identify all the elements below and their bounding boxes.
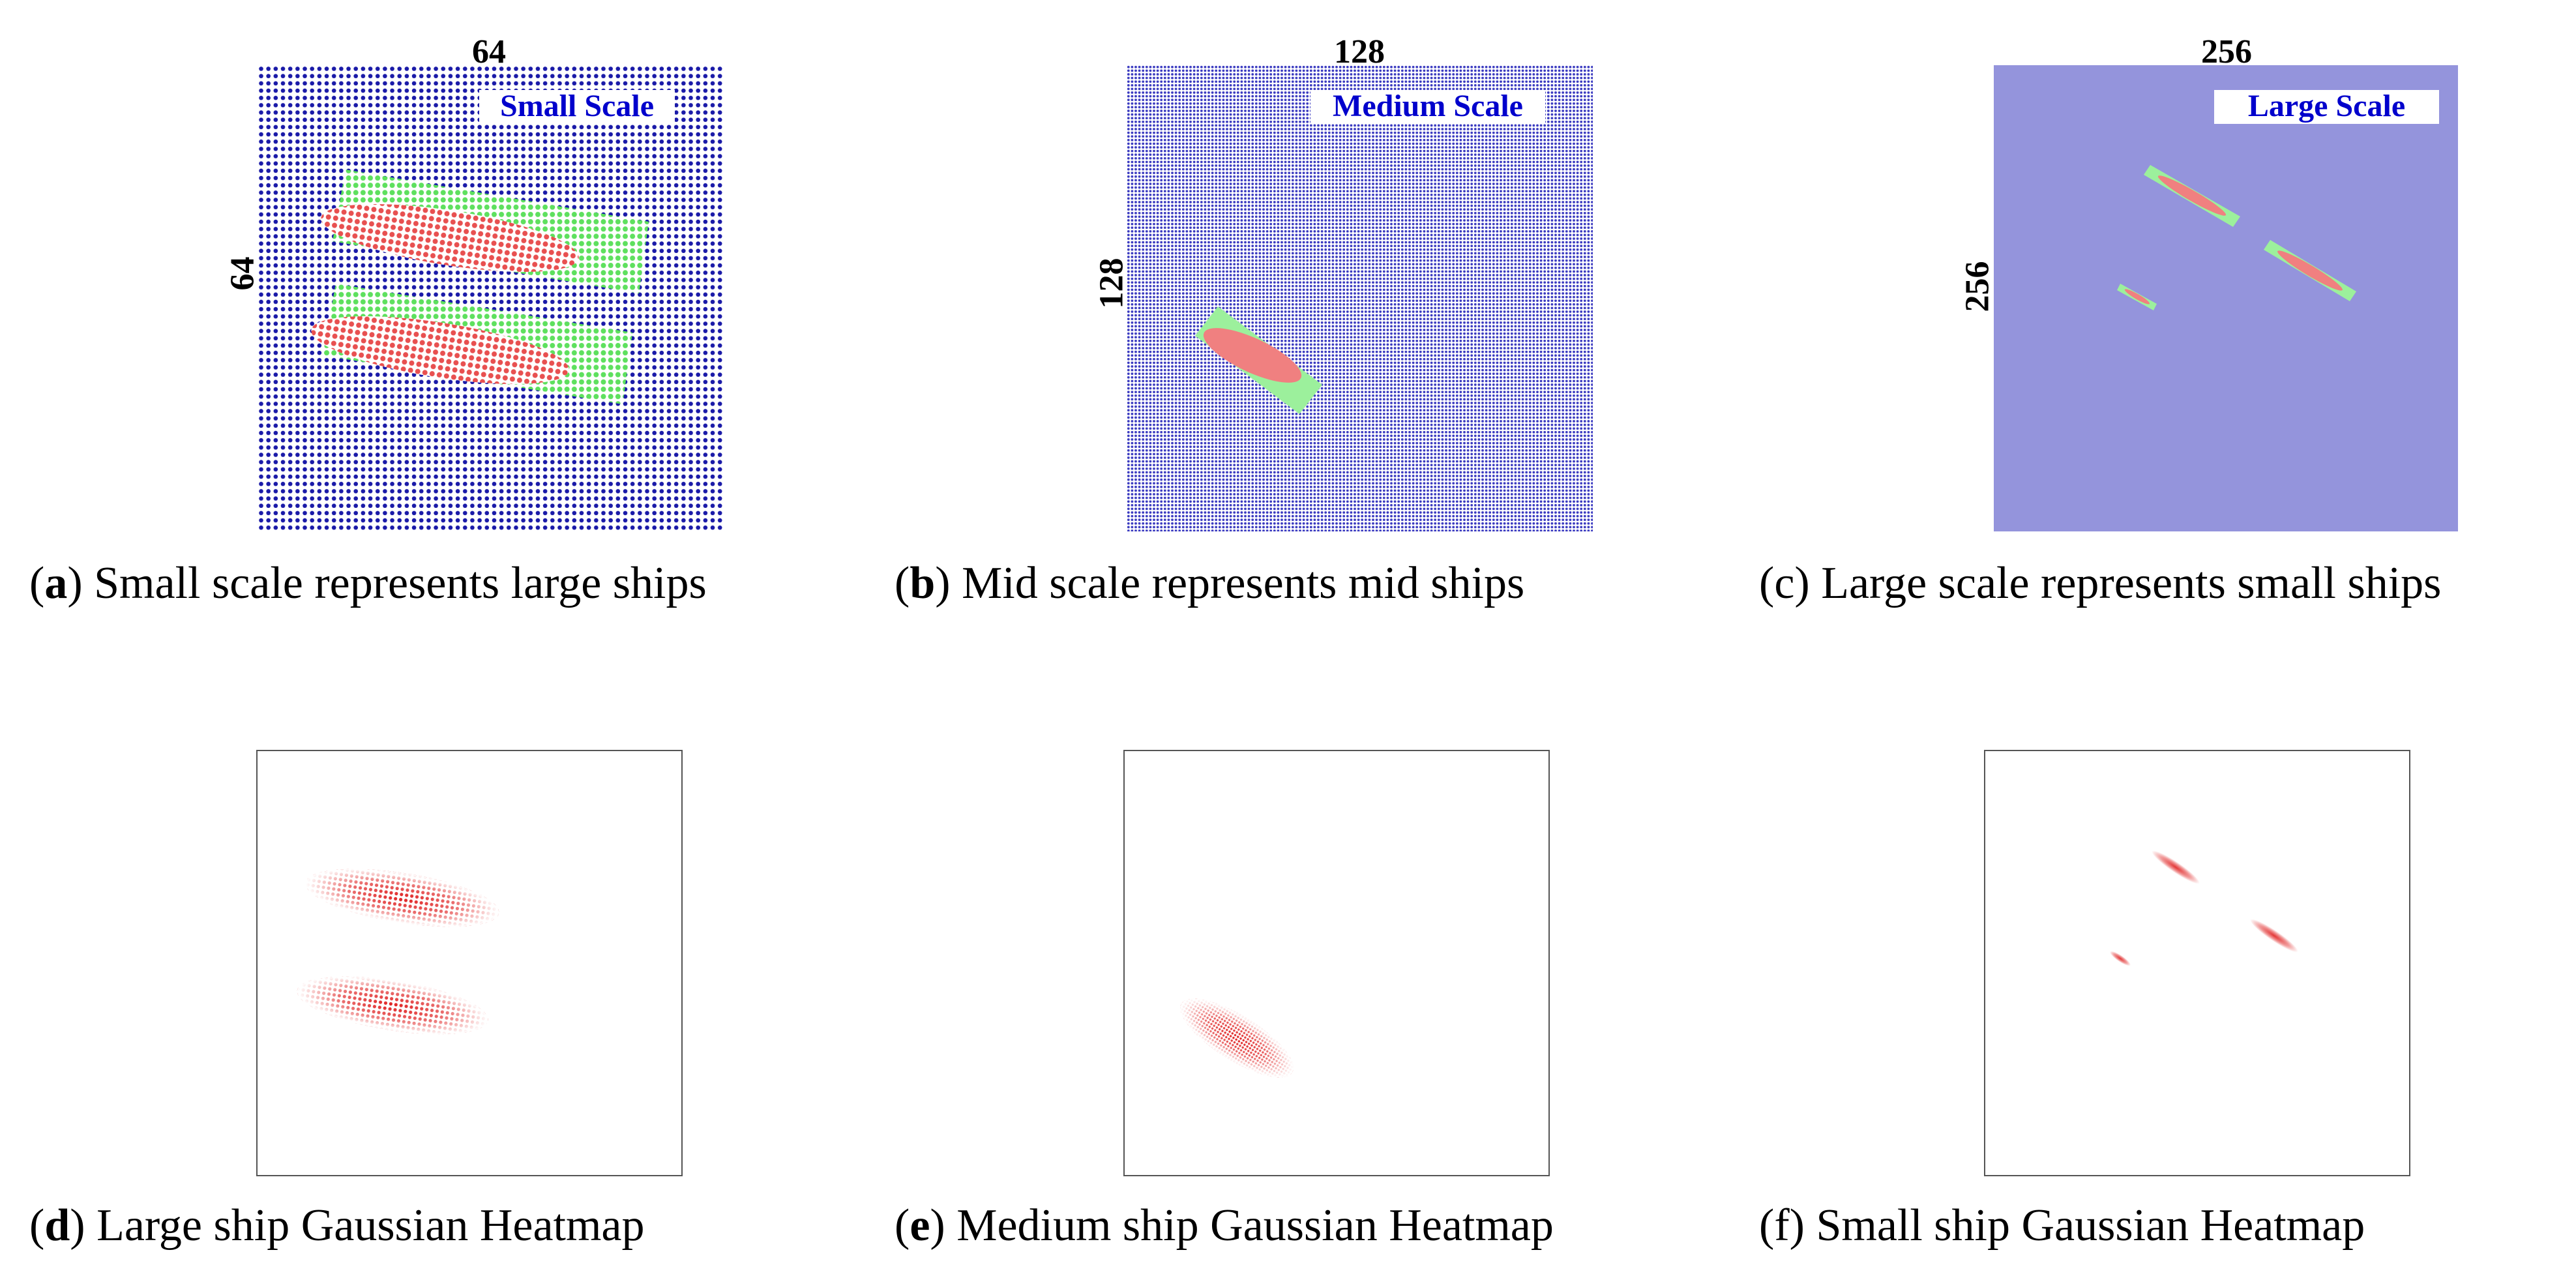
- caption-letter: c: [1774, 558, 1795, 608]
- heat-blob: [2250, 919, 2298, 953]
- caption-letter: f: [1774, 1200, 1790, 1251]
- figure-caption: (c) Large scale represents small ships: [1759, 558, 2442, 608]
- ship-box: [2264, 240, 2356, 301]
- dim-top-label: 128: [1334, 33, 1385, 70]
- ship-box: [321, 170, 649, 293]
- heatmap-image: [1123, 750, 1550, 1176]
- scale-label: Small Scale: [479, 90, 675, 124]
- caption-text: Small ship Gaussian Heatmap: [1816, 1200, 2365, 1251]
- dim-side-label: 256: [1959, 261, 1996, 312]
- caption-letter: b: [910, 558, 936, 608]
- dim-top-label: 256: [2201, 33, 2252, 70]
- dim-side-label: 128: [1093, 258, 1131, 309]
- caption-text: Medium ship Gaussian Heatmap: [956, 1200, 1554, 1251]
- heat-blob: [305, 869, 499, 927]
- anchor-grid-image: Small Scale: [258, 65, 724, 531]
- heat-blob: [297, 976, 488, 1035]
- caption-letter: e: [910, 1200, 930, 1251]
- heat-blob: [2152, 850, 2200, 884]
- figure-caption: (b) Mid scale represents mid ships: [895, 558, 1525, 608]
- caption-text: Small scale represents large ships: [94, 558, 707, 608]
- figure-caption: (d) Large ship Gaussian Heatmap: [29, 1200, 645, 1251]
- scale-label: Large Scale: [2214, 90, 2439, 124]
- figure-caption: (a) Small scale represents large ships: [29, 558, 707, 608]
- ship-box: [2117, 284, 2157, 310]
- ship-box: [311, 284, 632, 404]
- caption-letter: d: [44, 1200, 70, 1251]
- dim-top-label: 64: [472, 33, 506, 70]
- figure-caption: (f) Small ship Gaussian Heatmap: [1759, 1200, 2365, 1251]
- heatmap-image: [256, 750, 683, 1176]
- anchor-grid-image: Large Scale: [1994, 65, 2458, 531]
- anchor-grid-image: Medium Scale: [1127, 65, 1593, 531]
- caption-text: Large scale represents small ships: [1821, 558, 2442, 608]
- caption-text: Mid scale represents mid ships: [962, 558, 1525, 608]
- ship-box: [1195, 306, 1322, 414]
- heatmap-image: [1984, 750, 2410, 1176]
- caption-letter: a: [44, 558, 68, 608]
- caption-text: Large ship Gaussian Heatmap: [96, 1200, 645, 1251]
- scale-label: Medium Scale: [1310, 90, 1545, 124]
- heat-blob: [1180, 998, 1294, 1078]
- ship-box: [2144, 165, 2240, 227]
- heat-blob: [2110, 951, 2131, 966]
- dim-side-label: 64: [224, 256, 261, 291]
- figure-caption: (e) Medium ship Gaussian Heatmap: [895, 1200, 1554, 1251]
